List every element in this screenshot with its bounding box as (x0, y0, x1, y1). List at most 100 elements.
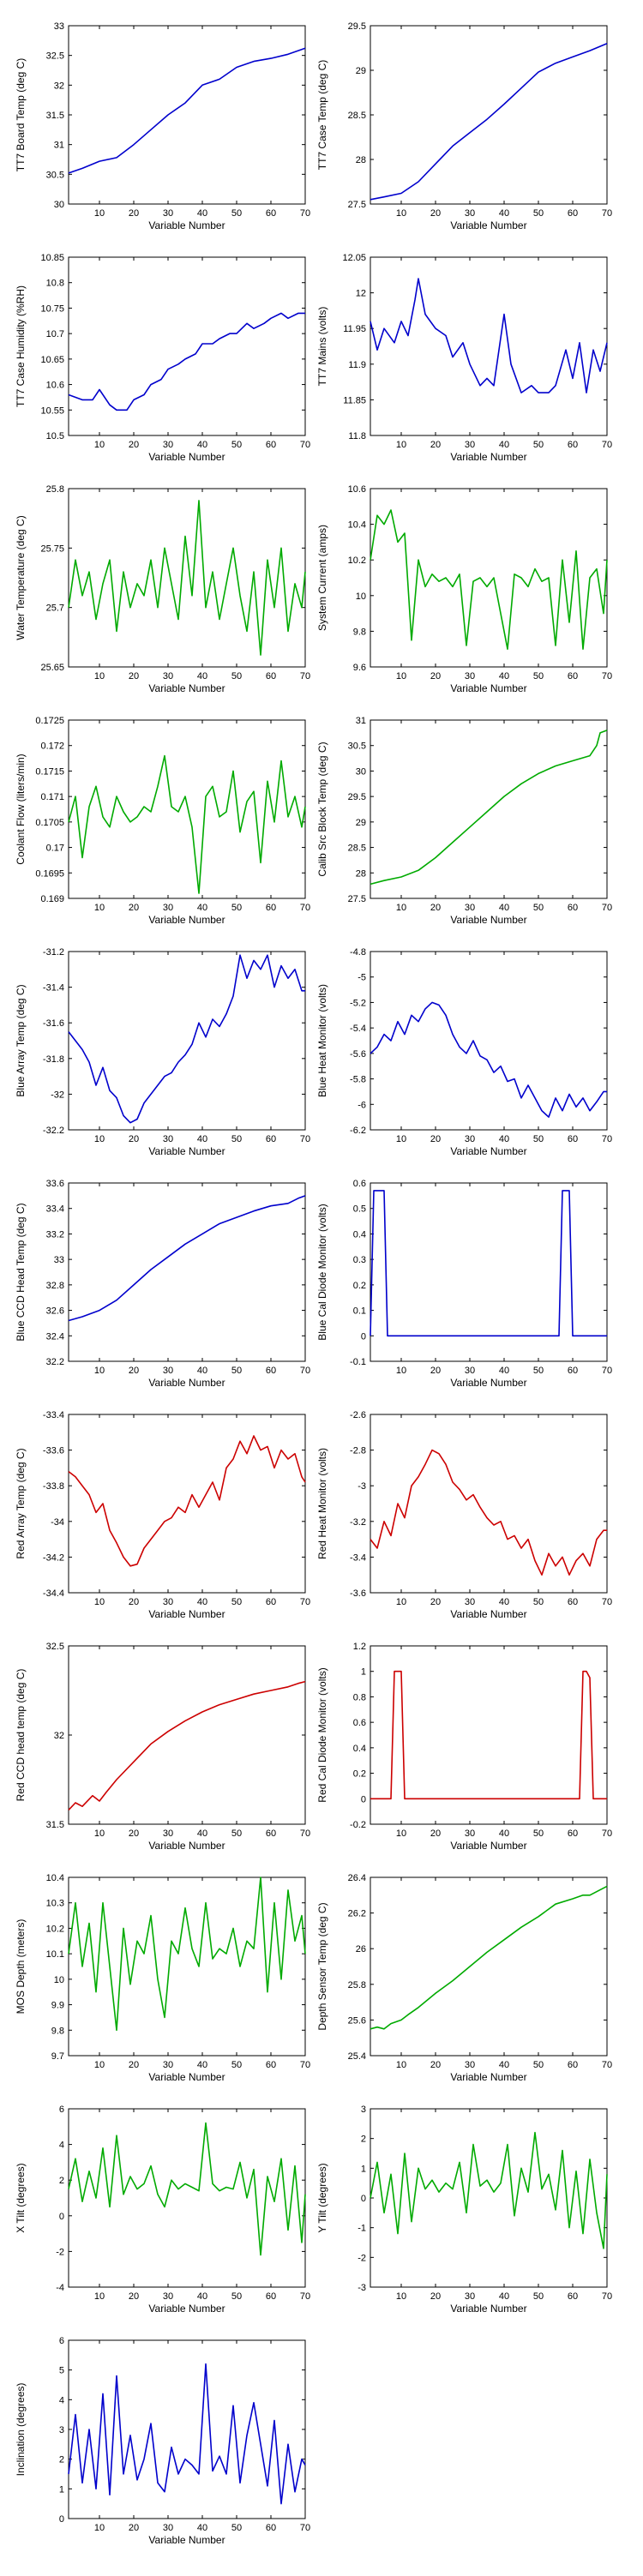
x-tick-label: 60 (266, 2291, 276, 2302)
y-tick-label: 12.05 (342, 253, 366, 263)
x-tick-label: 70 (602, 903, 612, 913)
series-line (68, 47, 306, 174)
y-tick-label: 0.1 (353, 1306, 366, 1317)
y-tick-label: 9.6 (353, 663, 366, 673)
y-tick-label: -5.4 (350, 1024, 366, 1034)
x-tick-label: 70 (300, 1134, 310, 1144)
series-line (68, 754, 306, 894)
y-tick-label: 32.6 (46, 1306, 64, 1317)
x-tick-label: 10 (94, 1134, 105, 1144)
series-line (68, 312, 305, 411)
y-tick-label: 0.3 (353, 1255, 366, 1265)
y-tick-label: -5.6 (350, 1049, 366, 1060)
x-tick-label: 50 (533, 1597, 544, 1607)
y-tick-label: 6 (59, 2336, 64, 2346)
y-tick-label: -31.8 (43, 1054, 64, 1065)
x-tick-label: 30 (465, 903, 475, 913)
x-tick-label: 10 (396, 1597, 406, 1607)
y-tick-label: 0.171 (40, 792, 64, 802)
x-tick-label: 40 (499, 2060, 509, 2070)
x-tick-label: 70 (602, 2291, 612, 2302)
series-line (68, 500, 306, 656)
x-tick-label: 40 (197, 671, 207, 682)
y-tick-label: 0 (361, 1794, 366, 1804)
y-tick-label: 2 (59, 2176, 64, 2186)
y-tick-label: 0.1715 (35, 766, 64, 777)
x-tick-label: 60 (568, 671, 578, 682)
y-tick-label: -4 (56, 2283, 64, 2293)
axes-box (68, 256, 306, 436)
y-tick-label: -3 (358, 1481, 366, 1492)
x-tick-label: 30 (465, 440, 475, 450)
x-tick-label: 70 (602, 1828, 612, 1839)
x-tick-label: 20 (129, 2291, 139, 2302)
y-tick-label: 1 (59, 2484, 64, 2495)
axes-box (68, 25, 306, 205)
y-tick-label: -6.2 (350, 1126, 366, 1136)
x-tick-label: 10 (396, 1366, 406, 1376)
x-tick-label: 30 (465, 671, 475, 682)
series-line (370, 1001, 607, 1118)
y-axis-label: TT7 Case Humidity (%RH) (15, 285, 27, 407)
y-tick-label: 30.5 (348, 742, 366, 752)
x-tick-label: 40 (499, 1134, 509, 1144)
y-tick-label: 29.5 (348, 792, 366, 802)
y-tick-label: -6 (358, 1100, 366, 1110)
x-tick-label: 50 (231, 208, 242, 219)
x-tick-label: 30 (163, 1828, 173, 1839)
x-tick-label: 10 (396, 1134, 406, 1144)
y-tick-label: 27.5 (348, 894, 366, 904)
y-tick-label: 1 (361, 1667, 366, 1678)
y-tick-label: 28.5 (348, 111, 366, 121)
subplot-2: 10 20 30 40 50 60 70 27.5 28 28.5 29 29.5 Variable N… (316, 21, 612, 231)
x-tick-label: 20 (430, 440, 441, 450)
x-tick-label: 40 (197, 440, 207, 450)
y-tick-label: -2 (358, 2253, 366, 2263)
x-axis-label: Variable Number (450, 2071, 526, 2083)
y-tick-label: 0 (59, 2514, 64, 2525)
subplot-9: 10 20 30 40 50 60 70 -32.2 -32 -31.8 -31.6 -31.4 -31… (15, 947, 310, 1157)
y-axis-label: TT7 Case Temp (deg C) (316, 60, 328, 171)
y-tick-label: 33.4 (46, 1204, 64, 1215)
y-tick-label: 0.2 (353, 1281, 366, 1291)
y-tick-label: 9.8 (353, 627, 366, 637)
y-tick-label: 0 (361, 1331, 366, 1342)
y-axis-label: Red Array Temp (deg C) (15, 1448, 27, 1558)
x-tick-label: 20 (129, 2523, 139, 2533)
x-tick-label: 40 (499, 1828, 509, 1839)
x-axis-label: Variable Number (450, 219, 526, 231)
x-tick-label: 10 (94, 2291, 105, 2302)
x-axis-label: Variable Number (148, 1145, 225, 1157)
x-tick-label: 30 (465, 1828, 475, 1839)
x-tick-label: 70 (300, 440, 310, 450)
y-tick-label: -0.2 (350, 1820, 366, 1830)
y-tick-label: 10.75 (40, 303, 64, 314)
x-tick-label: 60 (568, 1134, 578, 1144)
y-tick-label: -32 (51, 1090, 64, 1100)
y-tick-label: -31.6 (43, 1018, 64, 1029)
x-tick-label: 10 (94, 671, 105, 682)
x-tick-label: 70 (602, 671, 612, 682)
x-tick-label: 30 (163, 2291, 173, 2302)
axes-box (68, 719, 306, 899)
y-tick-label: 33 (54, 21, 64, 32)
series-line (68, 1435, 306, 1567)
y-tick-label: 32.5 (46, 51, 64, 62)
y-tick-label: 0.172 (40, 742, 64, 752)
y-tick-label: 25.4 (348, 2051, 366, 2062)
x-tick-label: 60 (266, 208, 276, 219)
y-tick-label: 33.2 (46, 1229, 64, 1240)
x-tick-label: 60 (568, 2291, 578, 2302)
subplot-19: 10 20 30 40 50 60 70 -4 -2 0 2 4 6 Variable Number X T… (15, 2105, 310, 2315)
series-line (68, 1195, 306, 1322)
x-tick-label: 10 (94, 208, 105, 219)
x-tick-label: 50 (533, 1828, 544, 1839)
x-tick-label: 50 (231, 2060, 242, 2070)
y-axis-label: Y Tilt (degrees) (316, 2163, 328, 2232)
x-tick-label: 10 (94, 1366, 105, 1376)
x-tick-label: 40 (197, 1134, 207, 1144)
y-tick-label: 25.6 (348, 2015, 366, 2026)
x-tick-label: 30 (163, 2523, 173, 2533)
axes-box (68, 1645, 306, 1825)
